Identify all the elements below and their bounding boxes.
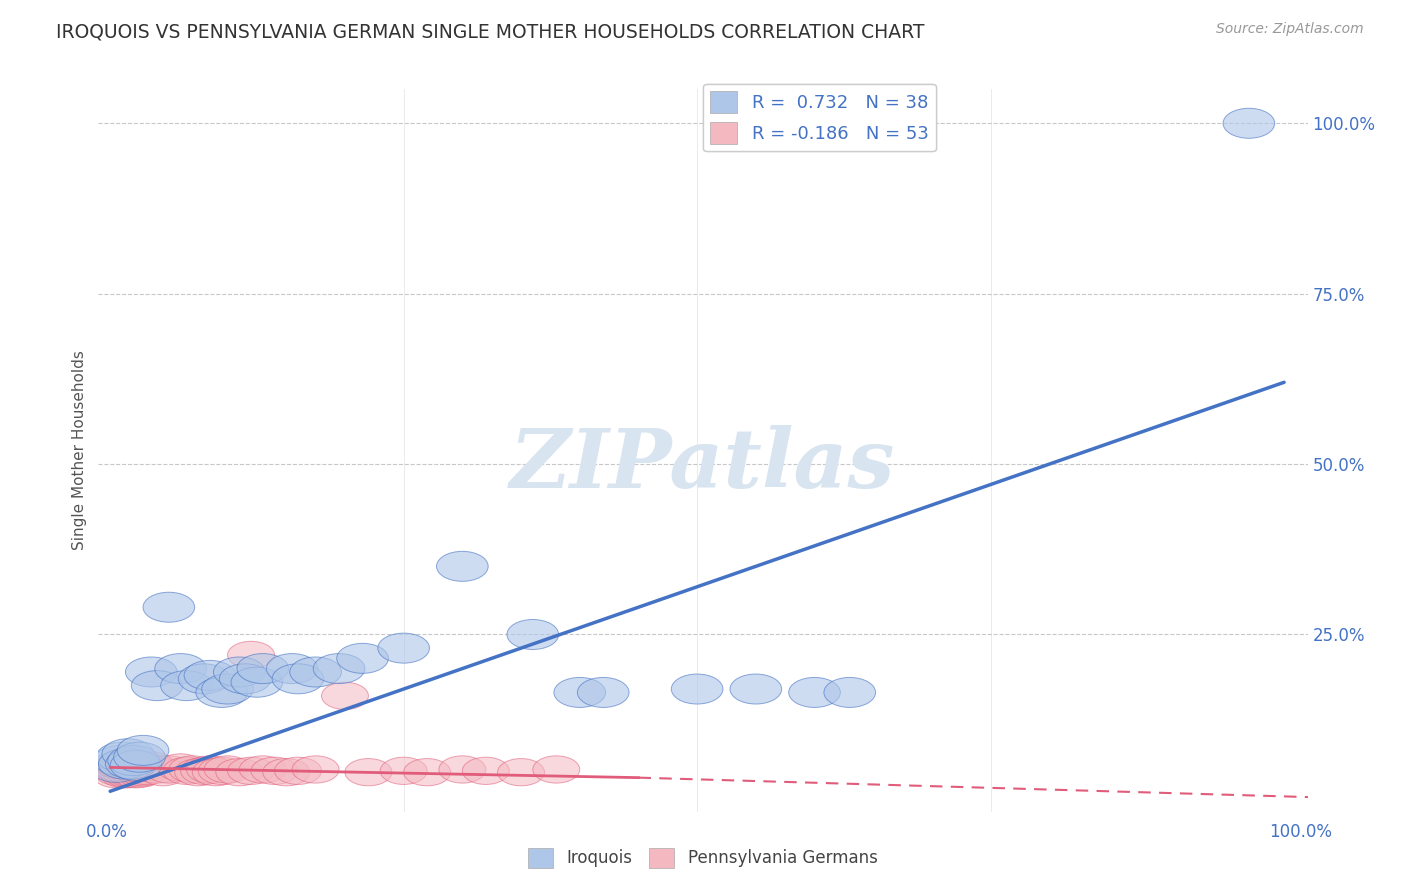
Circle shape <box>179 664 231 694</box>
Circle shape <box>378 633 429 663</box>
Circle shape <box>93 761 139 788</box>
Circle shape <box>96 756 143 783</box>
Legend: R =  0.732   N = 38, R = -0.186   N = 53: R = 0.732 N = 38, R = -0.186 N = 53 <box>703 84 936 152</box>
Circle shape <box>114 742 166 772</box>
Circle shape <box>105 749 157 779</box>
Circle shape <box>274 757 322 784</box>
Circle shape <box>180 757 228 784</box>
Text: 100.0%: 100.0% <box>1268 822 1331 840</box>
Circle shape <box>239 756 287 783</box>
Circle shape <box>508 620 558 649</box>
Circle shape <box>174 758 222 786</box>
Circle shape <box>195 677 247 707</box>
Circle shape <box>104 761 152 788</box>
Circle shape <box>290 657 342 687</box>
Circle shape <box>117 760 165 787</box>
Text: ZIPatlas: ZIPatlas <box>510 425 896 505</box>
Circle shape <box>436 551 488 582</box>
Circle shape <box>96 742 148 772</box>
Circle shape <box>128 752 174 779</box>
Circle shape <box>214 657 266 687</box>
Circle shape <box>160 671 212 700</box>
Text: Source: ZipAtlas.com: Source: ZipAtlas.com <box>1216 22 1364 37</box>
Circle shape <box>125 657 177 687</box>
Circle shape <box>730 674 782 704</box>
Circle shape <box>404 758 450 786</box>
Circle shape <box>94 746 145 776</box>
Circle shape <box>108 754 155 781</box>
Text: 0.0%: 0.0% <box>86 822 128 840</box>
Circle shape <box>344 758 392 786</box>
Text: IROQUOIS VS PENNSYLVANIA GERMAN SINGLE MOTHER HOUSEHOLDS CORRELATION CHART: IROQUOIS VS PENNSYLVANIA GERMAN SINGLE M… <box>56 22 925 41</box>
Circle shape <box>380 757 427 784</box>
Legend: Iroquois, Pennsylvania Germans: Iroquois, Pennsylvania Germans <box>522 841 884 875</box>
Circle shape <box>101 752 148 779</box>
Circle shape <box>117 750 163 778</box>
Circle shape <box>93 754 139 781</box>
Circle shape <box>463 757 509 784</box>
Circle shape <box>238 654 288 683</box>
Circle shape <box>134 756 180 783</box>
Circle shape <box>554 677 606 707</box>
Circle shape <box>193 758 239 786</box>
Circle shape <box>90 753 142 782</box>
Circle shape <box>273 664 323 694</box>
Circle shape <box>104 750 152 778</box>
Circle shape <box>498 758 544 786</box>
Circle shape <box>103 758 149 786</box>
Circle shape <box>231 667 283 698</box>
Circle shape <box>228 757 274 784</box>
Circle shape <box>122 754 169 781</box>
Circle shape <box>108 746 159 776</box>
Circle shape <box>336 643 388 673</box>
Circle shape <box>187 756 233 783</box>
Circle shape <box>671 674 723 704</box>
Circle shape <box>292 756 339 783</box>
Circle shape <box>169 756 215 783</box>
Circle shape <box>117 735 169 765</box>
Circle shape <box>98 749 150 779</box>
Circle shape <box>439 756 486 783</box>
Circle shape <box>198 757 245 784</box>
Circle shape <box>266 654 318 683</box>
Circle shape <box>322 682 368 709</box>
Circle shape <box>143 592 194 623</box>
Circle shape <box>122 757 169 784</box>
Circle shape <box>96 752 143 779</box>
Circle shape <box>824 677 876 707</box>
Circle shape <box>115 757 162 784</box>
Circle shape <box>98 750 145 778</box>
Circle shape <box>98 757 145 784</box>
Y-axis label: Single Mother Households: Single Mother Households <box>72 351 87 550</box>
Circle shape <box>110 750 162 780</box>
Circle shape <box>789 677 841 707</box>
Circle shape <box>184 660 236 690</box>
Circle shape <box>103 739 153 769</box>
Circle shape <box>533 756 579 783</box>
Circle shape <box>263 758 309 786</box>
Circle shape <box>131 671 183 700</box>
Circle shape <box>215 758 263 786</box>
Circle shape <box>112 761 159 788</box>
Circle shape <box>110 752 157 779</box>
Circle shape <box>163 757 209 784</box>
Circle shape <box>105 757 152 784</box>
Circle shape <box>219 664 271 694</box>
Circle shape <box>101 761 148 788</box>
Circle shape <box>204 756 252 783</box>
Circle shape <box>120 758 166 786</box>
Circle shape <box>139 758 187 786</box>
Circle shape <box>314 654 366 683</box>
Circle shape <box>201 674 253 704</box>
Circle shape <box>157 754 204 781</box>
Circle shape <box>145 756 193 783</box>
Circle shape <box>252 757 298 784</box>
Circle shape <box>578 677 628 707</box>
Circle shape <box>155 654 207 683</box>
Circle shape <box>228 641 274 669</box>
Circle shape <box>94 758 142 786</box>
Circle shape <box>110 758 157 786</box>
Circle shape <box>1223 108 1275 138</box>
Circle shape <box>108 760 155 787</box>
